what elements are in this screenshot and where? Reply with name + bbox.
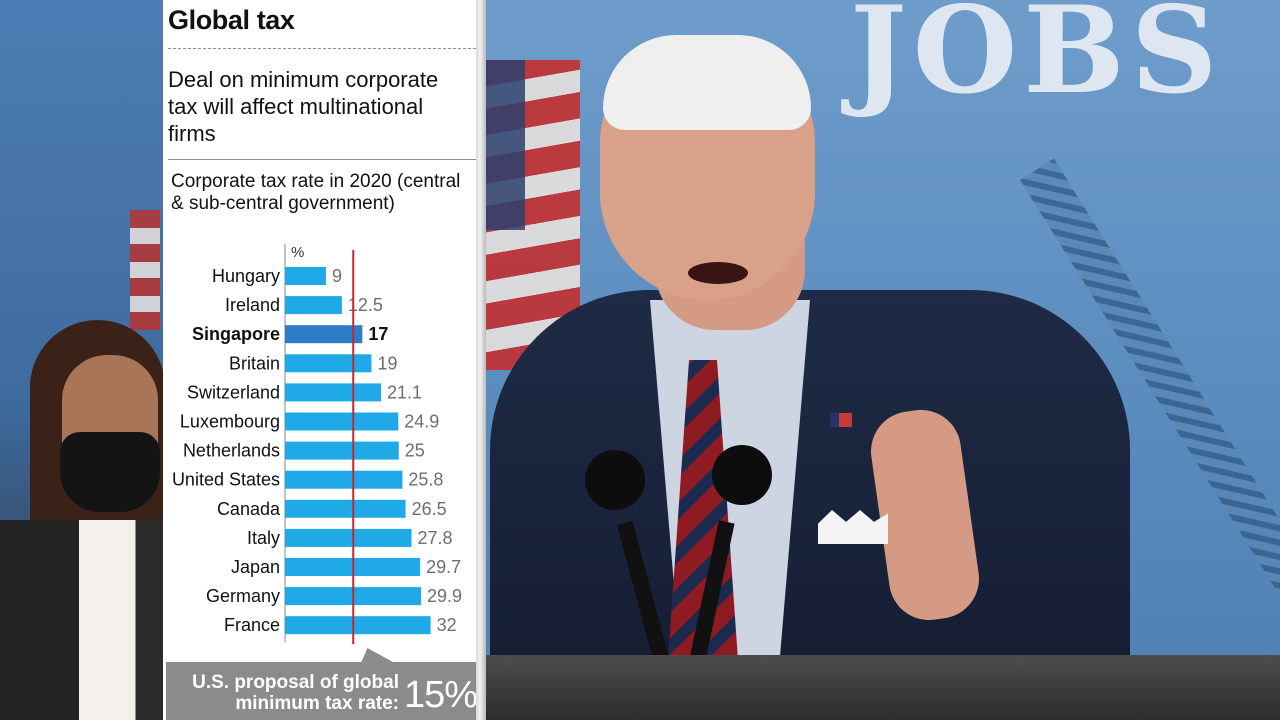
flag-left <box>130 210 160 330</box>
bar-switzerland <box>285 383 382 402</box>
chart-title: Corporate tax rate in 2020 (central & su… <box>171 171 461 214</box>
microphone-left-icon <box>585 450 645 510</box>
divider-solid <box>168 159 476 160</box>
value-label: 26.5 <box>412 499 447 519</box>
face-mask <box>60 432 160 512</box>
value-label: 17 <box>368 324 388 344</box>
bar-canada <box>285 499 406 518</box>
value-label: 24.9 <box>404 412 439 432</box>
proposal-box: U.S. proposal of global minimum tax rate… <box>166 662 478 720</box>
category-label: Germany <box>206 586 280 606</box>
category-label: Ireland <box>225 295 280 315</box>
category-label: Luxembourg <box>180 412 280 432</box>
bar-chart: % Hungary 9 Ireland 12.5 Singapore 17 Britain 19… <box>172 244 462 645</box>
value-label: 25.8 <box>408 470 443 490</box>
category-label: Switzerland <box>187 382 280 402</box>
bar-hungary <box>285 267 326 285</box>
headline: Global tax <box>168 5 295 35</box>
podium <box>485 655 1280 720</box>
bar-italy <box>285 528 412 547</box>
divider-dashed <box>168 48 476 49</box>
category-label: Singapore <box>192 324 280 344</box>
unit-label: % <box>291 244 304 261</box>
speaker-hair <box>603 35 811 130</box>
infographic-panel: Global tax Deal on minimum corporate tax… <box>163 0 478 720</box>
category-label: Italy <box>247 528 280 548</box>
bar-ireland <box>285 296 342 315</box>
category-label: United States <box>172 470 280 490</box>
category-label: Netherlands <box>183 441 280 461</box>
value-label: 21.1 <box>387 382 422 402</box>
speaker-suit <box>490 290 1130 720</box>
bar-netherlands <box>285 441 399 460</box>
category-label: Britain <box>229 353 280 373</box>
value-label: 27.8 <box>417 528 452 548</box>
flag-pin-icon <box>830 413 852 427</box>
category-label: France <box>224 615 280 635</box>
category-label: Japan <box>231 557 280 577</box>
flag-canton <box>485 60 525 230</box>
bar-united-states <box>285 470 403 489</box>
value-label: 29.9 <box>427 586 462 606</box>
microphone-right-icon <box>712 445 772 505</box>
value-label: 32 <box>437 615 457 635</box>
value-label: 19 <box>377 353 397 373</box>
value-label: 12.5 <box>348 295 383 315</box>
category-label: Hungary <box>212 266 280 286</box>
bar-france <box>285 616 431 635</box>
backdrop-text: JOBS <box>850 0 1224 121</box>
proposal-value: 15% <box>404 674 478 716</box>
proposal-label: U.S. proposal of global minimum tax rate… <box>192 672 399 714</box>
bar-singapore <box>285 325 363 344</box>
woman-body <box>0 520 165 720</box>
bar-britain <box>285 354 372 373</box>
deck-text: Deal on minimum corporate tax will affec… <box>168 67 439 146</box>
value-label: 9 <box>332 266 342 286</box>
value-label: 25 <box>405 441 425 461</box>
category-label: Canada <box>217 499 281 519</box>
bar-luxembourg <box>285 412 399 431</box>
speaker-mouth <box>688 262 748 284</box>
value-label: 29.7 <box>426 557 461 577</box>
panel-edge <box>476 0 486 720</box>
